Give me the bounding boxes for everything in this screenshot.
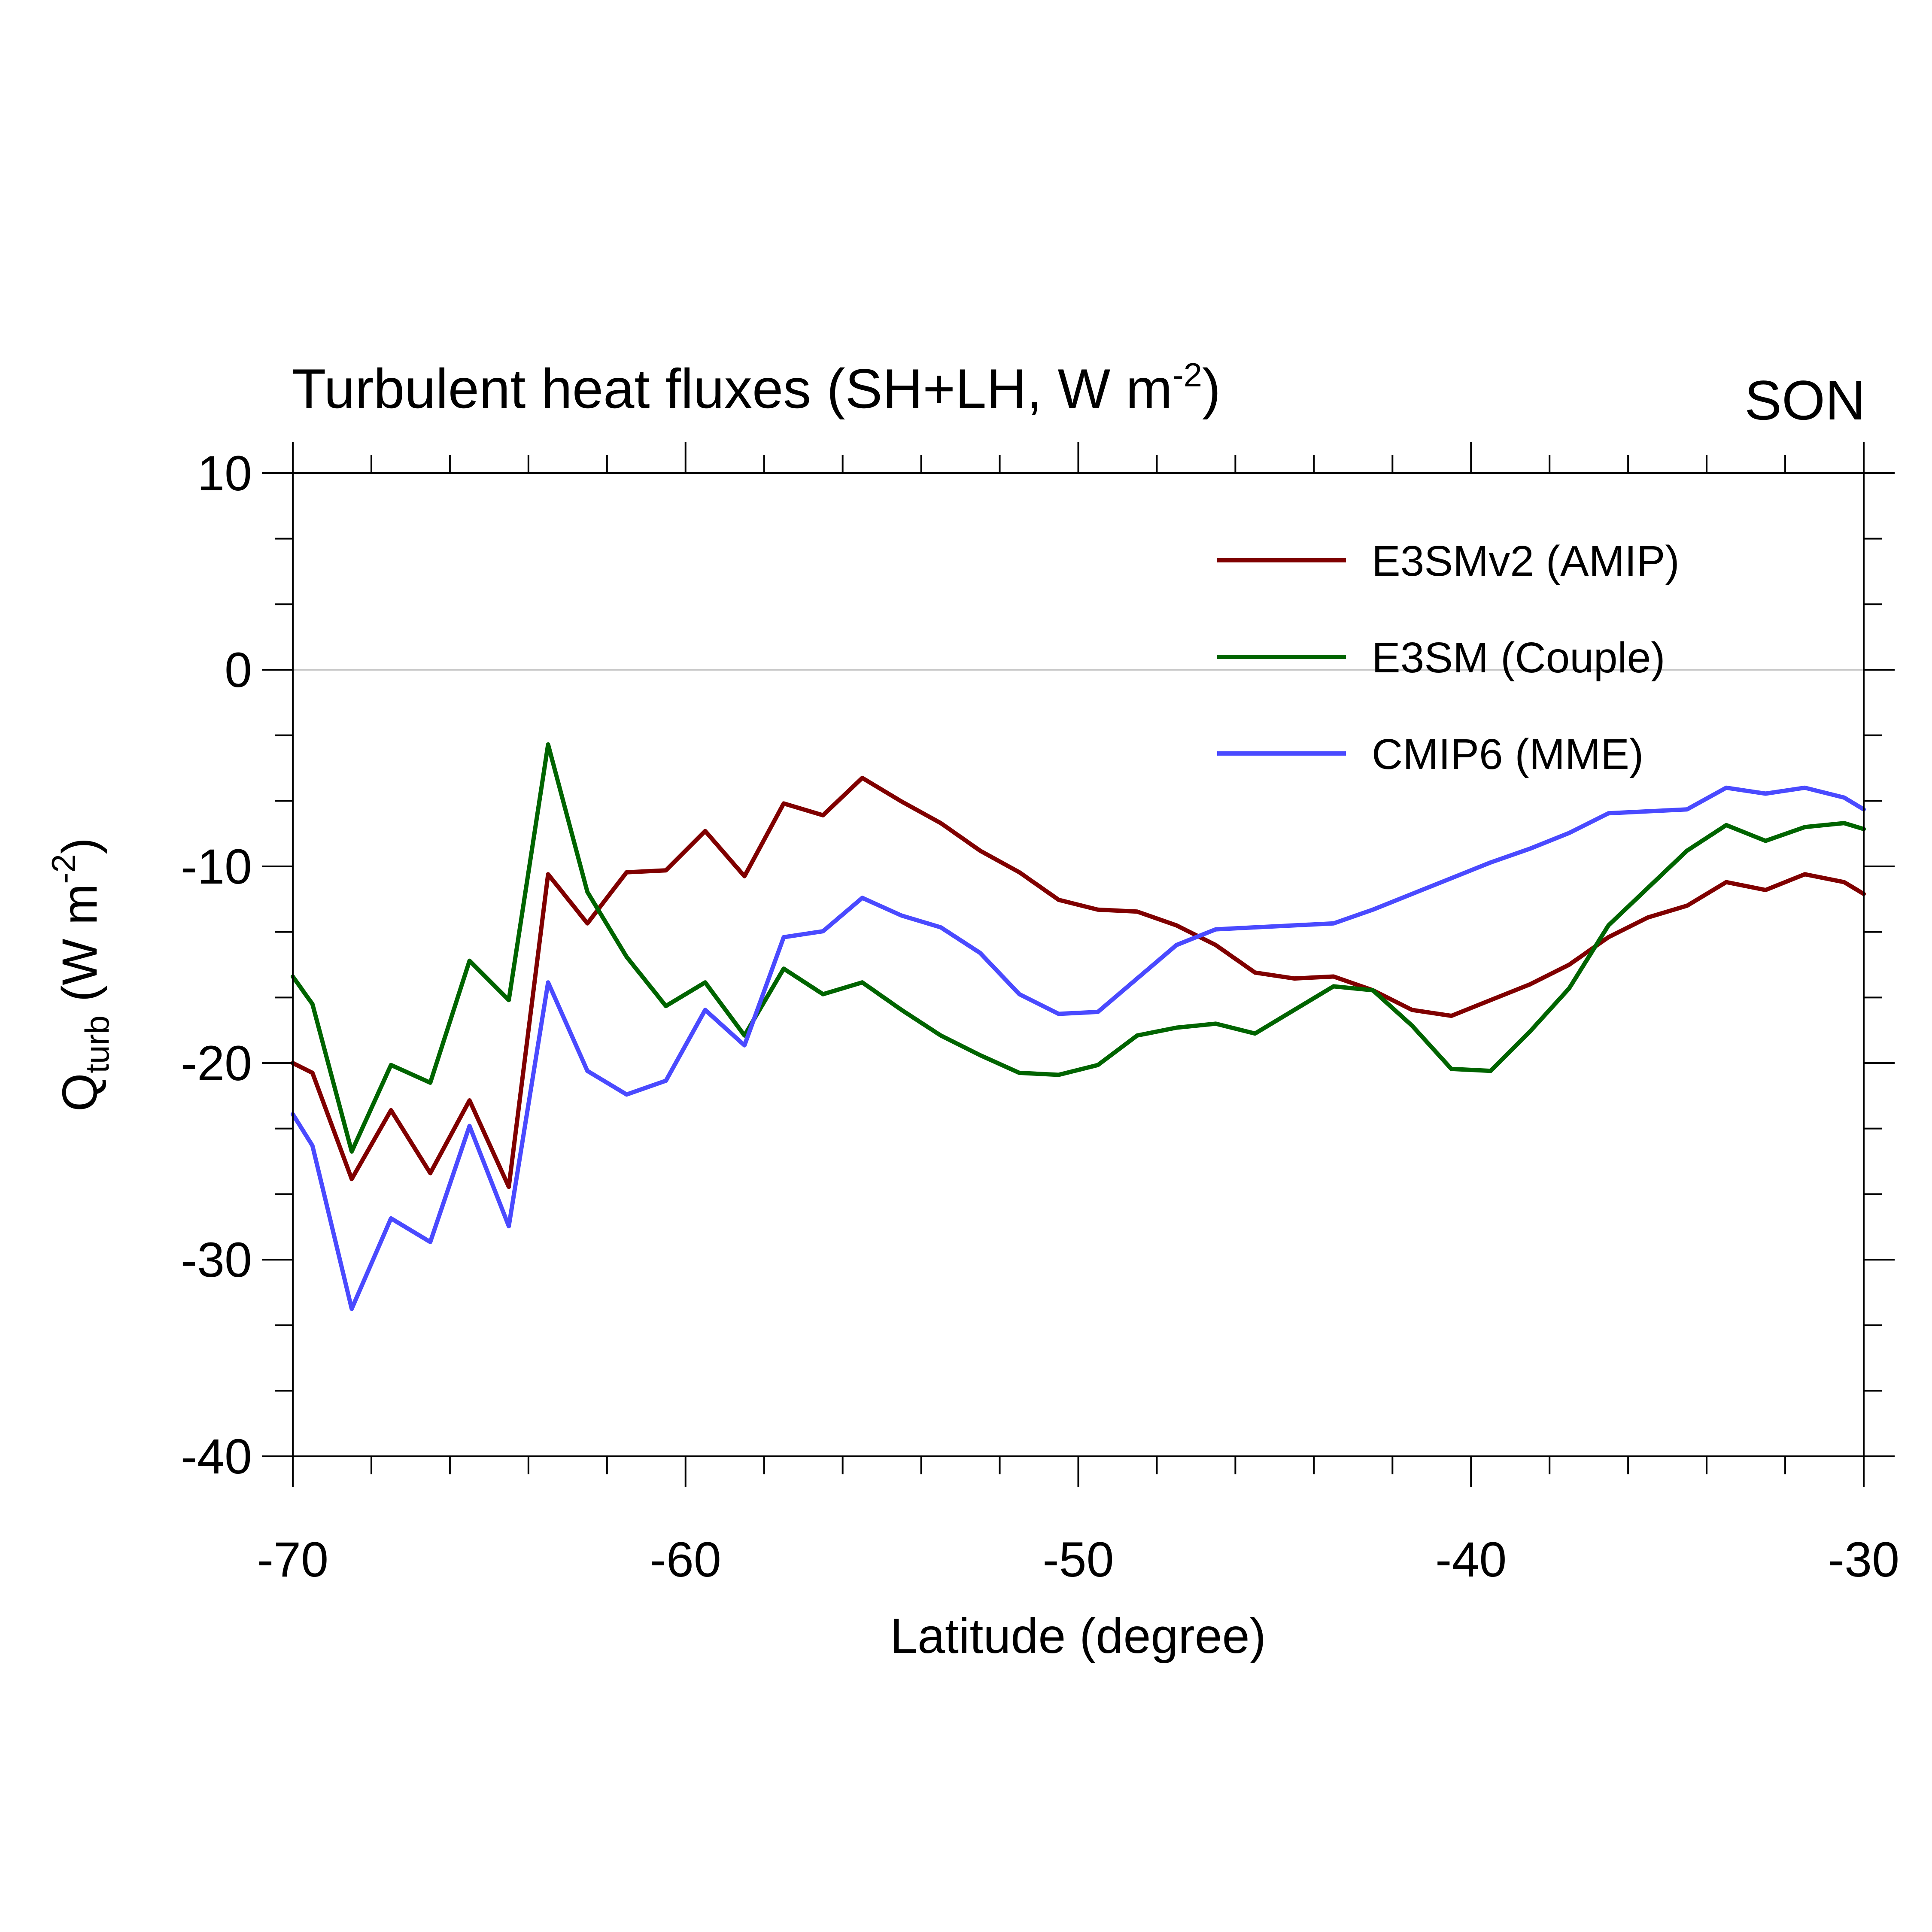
x-tick-label: -50 [1042, 1532, 1114, 1587]
legend-label: E3SMv2 (AMIP) [1372, 537, 1680, 585]
legend-label: CMIP6 (MME) [1372, 730, 1643, 778]
x-tick-label: -30 [1828, 1532, 1899, 1587]
series-line-3 [291, 785, 1866, 1311]
y-tick-label: 10 [197, 446, 252, 501]
y-tick-label: 0 [225, 643, 252, 698]
y-axis-title-superscript: -2 [45, 854, 82, 884]
x-tick-label: -60 [650, 1532, 721, 1587]
chart-title-group: Turbulent heat fluxes (SH+LH, W m-2) SON [292, 356, 1865, 431]
x-axis-tick-labels: -70 -60 -50 -40 -30 [257, 1532, 1899, 1587]
x-tick-label: -70 [257, 1532, 328, 1587]
y-tick-label: -10 [181, 839, 252, 894]
season-label: SON [1744, 369, 1865, 431]
y-axis-title: Qturb (W m-2) [45, 838, 116, 1112]
y-axis-title-suffix: ) [52, 838, 107, 854]
series-line-2 [291, 742, 1866, 1154]
x-axis-title: Latitude (degree) [890, 1609, 1266, 1664]
y-axis-title-main: Q [52, 1073, 107, 1112]
chart-title-text: Turbulent heat fluxes (SH+LH, W m [292, 357, 1173, 420]
chart-title-suffix: ) [1202, 357, 1221, 420]
plot-area: -70 -60 -50 -40 -30 -40 -30 -20 -10 0 10 [181, 442, 1899, 1587]
series-layer [291, 742, 1866, 1311]
y-tick-label: -30 [181, 1233, 252, 1288]
axis-ticks [262, 442, 1895, 1487]
chart-title: Turbulent heat fluxes (SH+LH, W m-2) [292, 356, 1221, 420]
chart-title-superscript: -2 [1173, 356, 1202, 394]
x-tick-label: -40 [1435, 1532, 1507, 1587]
y-tick-label: -40 [181, 1429, 252, 1484]
y-axis-title-unit: (W m [52, 884, 107, 1016]
y-axis-tick-labels: -40 -30 -20 -10 0 10 [181, 446, 252, 1484]
y-tick-label: -20 [181, 1036, 252, 1091]
legend: E3SMv2 (AMIP) E3SM (Couple) CMIP6 (MME) [1217, 537, 1680, 778]
series-line-1 [291, 775, 1866, 1189]
legend-label: E3SM (Couple) [1372, 634, 1665, 682]
y-axis-title-subscript: turb [78, 1015, 116, 1073]
